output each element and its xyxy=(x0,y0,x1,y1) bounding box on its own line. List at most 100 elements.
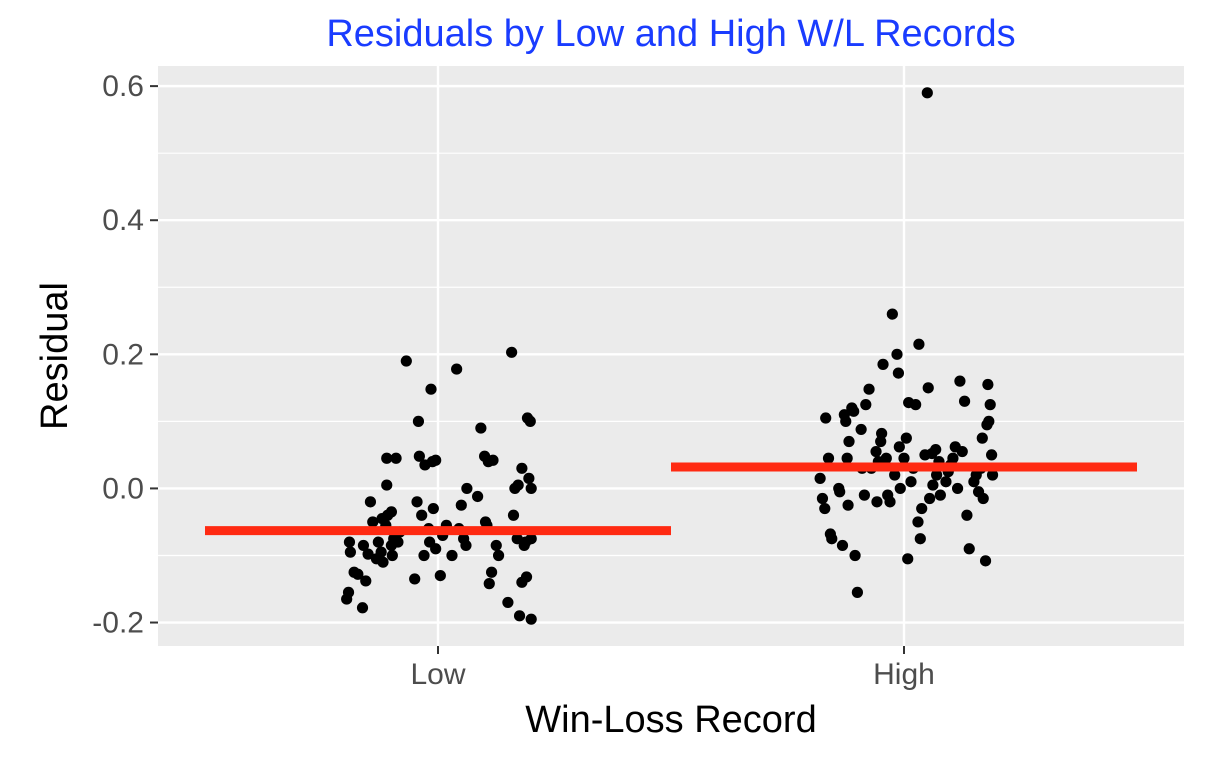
data-point xyxy=(430,543,442,555)
data-point xyxy=(356,602,369,614)
data-point xyxy=(342,586,355,598)
data-point xyxy=(863,383,875,395)
data-point xyxy=(343,536,356,548)
data-point xyxy=(372,536,384,548)
data-point xyxy=(451,363,463,375)
data-point xyxy=(506,346,518,358)
data-point xyxy=(983,415,995,427)
data-point xyxy=(487,454,499,466)
y-tick-label: 0.0 xyxy=(102,472,144,505)
data-point xyxy=(409,573,421,585)
data-point xyxy=(816,492,829,505)
data-point xyxy=(893,441,905,453)
data-point xyxy=(927,479,939,491)
data-point xyxy=(836,539,849,552)
data-point xyxy=(947,452,959,464)
data-point xyxy=(877,358,889,370)
data-point xyxy=(485,566,498,578)
x-axis-ticks: Low High xyxy=(410,646,935,691)
data-point xyxy=(891,348,903,360)
data-point xyxy=(924,492,936,505)
y-tick-label: -0.2 xyxy=(92,607,144,640)
data-point xyxy=(894,482,906,495)
data-point xyxy=(820,412,832,424)
data-point xyxy=(381,452,393,464)
y-tick-label: 0.4 xyxy=(102,204,144,237)
data-point xyxy=(892,367,905,379)
data-point xyxy=(411,496,423,508)
x-tick-label: Low xyxy=(410,658,465,691)
data-point xyxy=(430,454,442,466)
data-point xyxy=(377,556,389,568)
data-point xyxy=(386,549,398,562)
points xyxy=(341,87,999,625)
data-point xyxy=(982,378,994,391)
data-point xyxy=(524,415,536,427)
data-point xyxy=(826,533,838,545)
data-point xyxy=(858,489,870,501)
data-point xyxy=(876,427,888,440)
data-point xyxy=(513,610,526,622)
data-point xyxy=(483,578,495,590)
data-point xyxy=(427,502,439,515)
data-point xyxy=(416,509,428,521)
plot-panel xyxy=(158,66,1184,646)
chart-title: Residuals by Low and High W/L Records xyxy=(326,13,1015,55)
data-point xyxy=(385,506,397,518)
data-point xyxy=(954,375,966,387)
data-point xyxy=(940,476,952,488)
data-point xyxy=(492,549,505,562)
data-point xyxy=(525,613,537,625)
y-tick-label: 0.2 xyxy=(102,338,144,371)
data-point xyxy=(963,543,975,555)
data-point xyxy=(922,382,934,394)
data-point xyxy=(512,479,524,491)
data-point xyxy=(898,452,910,464)
data-point xyxy=(834,486,846,498)
data-point xyxy=(375,546,387,558)
data-point xyxy=(902,553,914,565)
data-point xyxy=(525,482,537,495)
data-point xyxy=(884,496,896,508)
data-point xyxy=(905,476,917,488)
x-axis-title: Win-Loss Record xyxy=(525,699,816,741)
data-point xyxy=(934,489,946,501)
data-point xyxy=(849,549,861,562)
data-point xyxy=(986,449,998,461)
data-point xyxy=(381,479,393,491)
data-point xyxy=(921,87,933,99)
data-point xyxy=(525,533,537,545)
data-point xyxy=(507,509,520,521)
data-point xyxy=(910,399,922,411)
data-point xyxy=(984,399,996,411)
data-point xyxy=(362,548,374,560)
data-point xyxy=(986,469,999,481)
data-point xyxy=(961,509,973,521)
data-point xyxy=(490,539,502,552)
data-point xyxy=(886,308,898,320)
data-point xyxy=(860,399,872,411)
data-point xyxy=(352,568,364,580)
data-point xyxy=(472,490,484,503)
data-point xyxy=(916,502,928,515)
data-point xyxy=(822,452,835,464)
data-point xyxy=(870,445,882,458)
data-point xyxy=(455,499,467,511)
data-point xyxy=(912,516,924,528)
data-point xyxy=(848,405,860,417)
data-point xyxy=(841,452,853,464)
y-axis-ticks: -0.2 0.0 0.2 0.4 0.6 xyxy=(92,70,158,640)
data-point xyxy=(979,555,992,567)
data-point xyxy=(446,549,458,562)
data-point xyxy=(412,415,425,427)
data-point xyxy=(871,496,883,508)
data-point xyxy=(958,395,971,407)
data-point xyxy=(913,338,925,350)
data-point xyxy=(413,450,425,462)
mean-lines xyxy=(205,462,1137,536)
data-point xyxy=(977,492,989,505)
data-point xyxy=(520,571,533,583)
data-point xyxy=(523,472,535,484)
data-point xyxy=(956,445,968,458)
